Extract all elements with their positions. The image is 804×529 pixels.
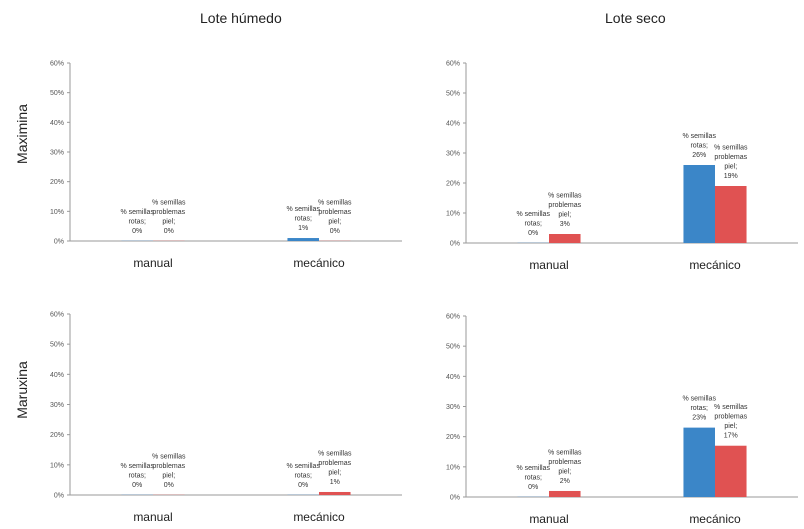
data-label-piel-manual: % semillas problemas piel; 0% [152, 454, 186, 490]
y-tick-label: 50% [50, 342, 64, 349]
data-label-piel-manual: % semillas problemas piel; 2% [548, 449, 582, 485]
bar-piel-mecánico [715, 445, 747, 497]
bar-piel-manual [153, 240, 185, 241]
data-label-piel-mecánico: % semillas problemas piel; 0% [318, 200, 352, 236]
y-tick-label: 40% [446, 121, 460, 128]
y-tick-label: 50% [446, 91, 460, 98]
data-label-piel-mecánico: % semillas problemas piel; 17% [714, 404, 748, 440]
data-label-piel-manual: % semillas problemas piel; 3% [548, 193, 582, 229]
x-tick-label: manual [529, 512, 568, 526]
y-tick-label: 50% [446, 344, 460, 351]
bar-piel-manual [549, 490, 581, 497]
y-tick-label: 20% [50, 179, 64, 186]
y-tick-label: 20% [446, 181, 460, 188]
x-tick-label: manual [133, 510, 172, 524]
data-label-rotas-mecánico: % semillas rotas; 0% [287, 463, 321, 489]
bar-rotas-mecánico [683, 427, 715, 497]
data-label-rotas-manual: % semillas rotas; 0% [121, 463, 155, 489]
y-tick-label: 40% [446, 374, 460, 381]
x-tick-label: manual [133, 256, 172, 270]
bar-rotas-mecánico [287, 238, 319, 241]
bar-piel-manual [153, 494, 185, 495]
bar-rotas-manual [517, 496, 549, 497]
bar-rotas-manual [121, 240, 153, 241]
x-tick-label: mecánico [293, 510, 345, 524]
data-label-rotas-manual: % semillas rotas; 0% [517, 465, 551, 491]
y-tick-label: 30% [50, 150, 64, 157]
data-label-rotas-manual: % semillas rotas; 0% [517, 211, 551, 237]
bar-rotas-manual [517, 242, 549, 243]
y-tick-label: 60% [446, 61, 460, 68]
data-label-piel-mecánico: % semillas problemas piel; 1% [318, 450, 352, 486]
bar-rotas-mecánico [683, 165, 715, 243]
data-label-rotas-mecánico: % semillas rotas; 26% [683, 133, 717, 159]
y-tick-label: 10% [50, 209, 64, 216]
data-label-rotas-mecánico: % semillas rotas; 23% [683, 396, 717, 422]
bar-piel-manual [549, 234, 581, 243]
y-tick-label: 40% [50, 372, 64, 379]
x-tick-label: manual [529, 258, 568, 272]
y-tick-label: 10% [50, 462, 64, 469]
y-tick-label: 20% [50, 432, 64, 439]
y-tick-label: 0% [450, 241, 460, 248]
y-tick-label: 30% [50, 402, 64, 409]
y-tick-label: 0% [54, 493, 64, 500]
y-tick-label: 10% [446, 464, 460, 471]
y-tick-label: 60% [446, 314, 460, 321]
y-tick-label: 60% [50, 312, 64, 319]
bar-rotas-mecánico [287, 494, 319, 495]
y-tick-label: 50% [50, 90, 64, 97]
x-tick-label: mecánico [689, 258, 741, 272]
column-title-lote-humedo: Lote húmedo [200, 10, 282, 26]
y-tick-label: 0% [450, 495, 460, 502]
x-tick-label: mecánico [293, 256, 345, 270]
y-tick-label: 20% [446, 434, 460, 441]
y-tick-label: 0% [54, 239, 64, 246]
bar-piel-mecánico [319, 491, 351, 495]
data-label-piel-manual: % semillas problemas piel; 0% [152, 200, 186, 236]
y-tick-label: 30% [446, 151, 460, 158]
bar-piel-mecánico [715, 186, 747, 243]
column-title-lote-seco: Lote seco [605, 10, 666, 26]
y-tick-label: 10% [446, 211, 460, 218]
bar-piel-mecánico [319, 240, 351, 241]
data-label-rotas-manual: % semillas rotas; 0% [121, 209, 155, 235]
data-label-rotas-mecánico: % semillas rotas; 1% [287, 206, 321, 232]
data-label-piel-mecánico: % semillas problemas piel; 19% [714, 145, 748, 181]
bar-rotas-manual [121, 494, 153, 495]
y-tick-label: 60% [50, 61, 64, 68]
x-tick-label: mecánico [689, 512, 741, 526]
y-tick-label: 30% [446, 404, 460, 411]
y-tick-label: 40% [50, 120, 64, 127]
